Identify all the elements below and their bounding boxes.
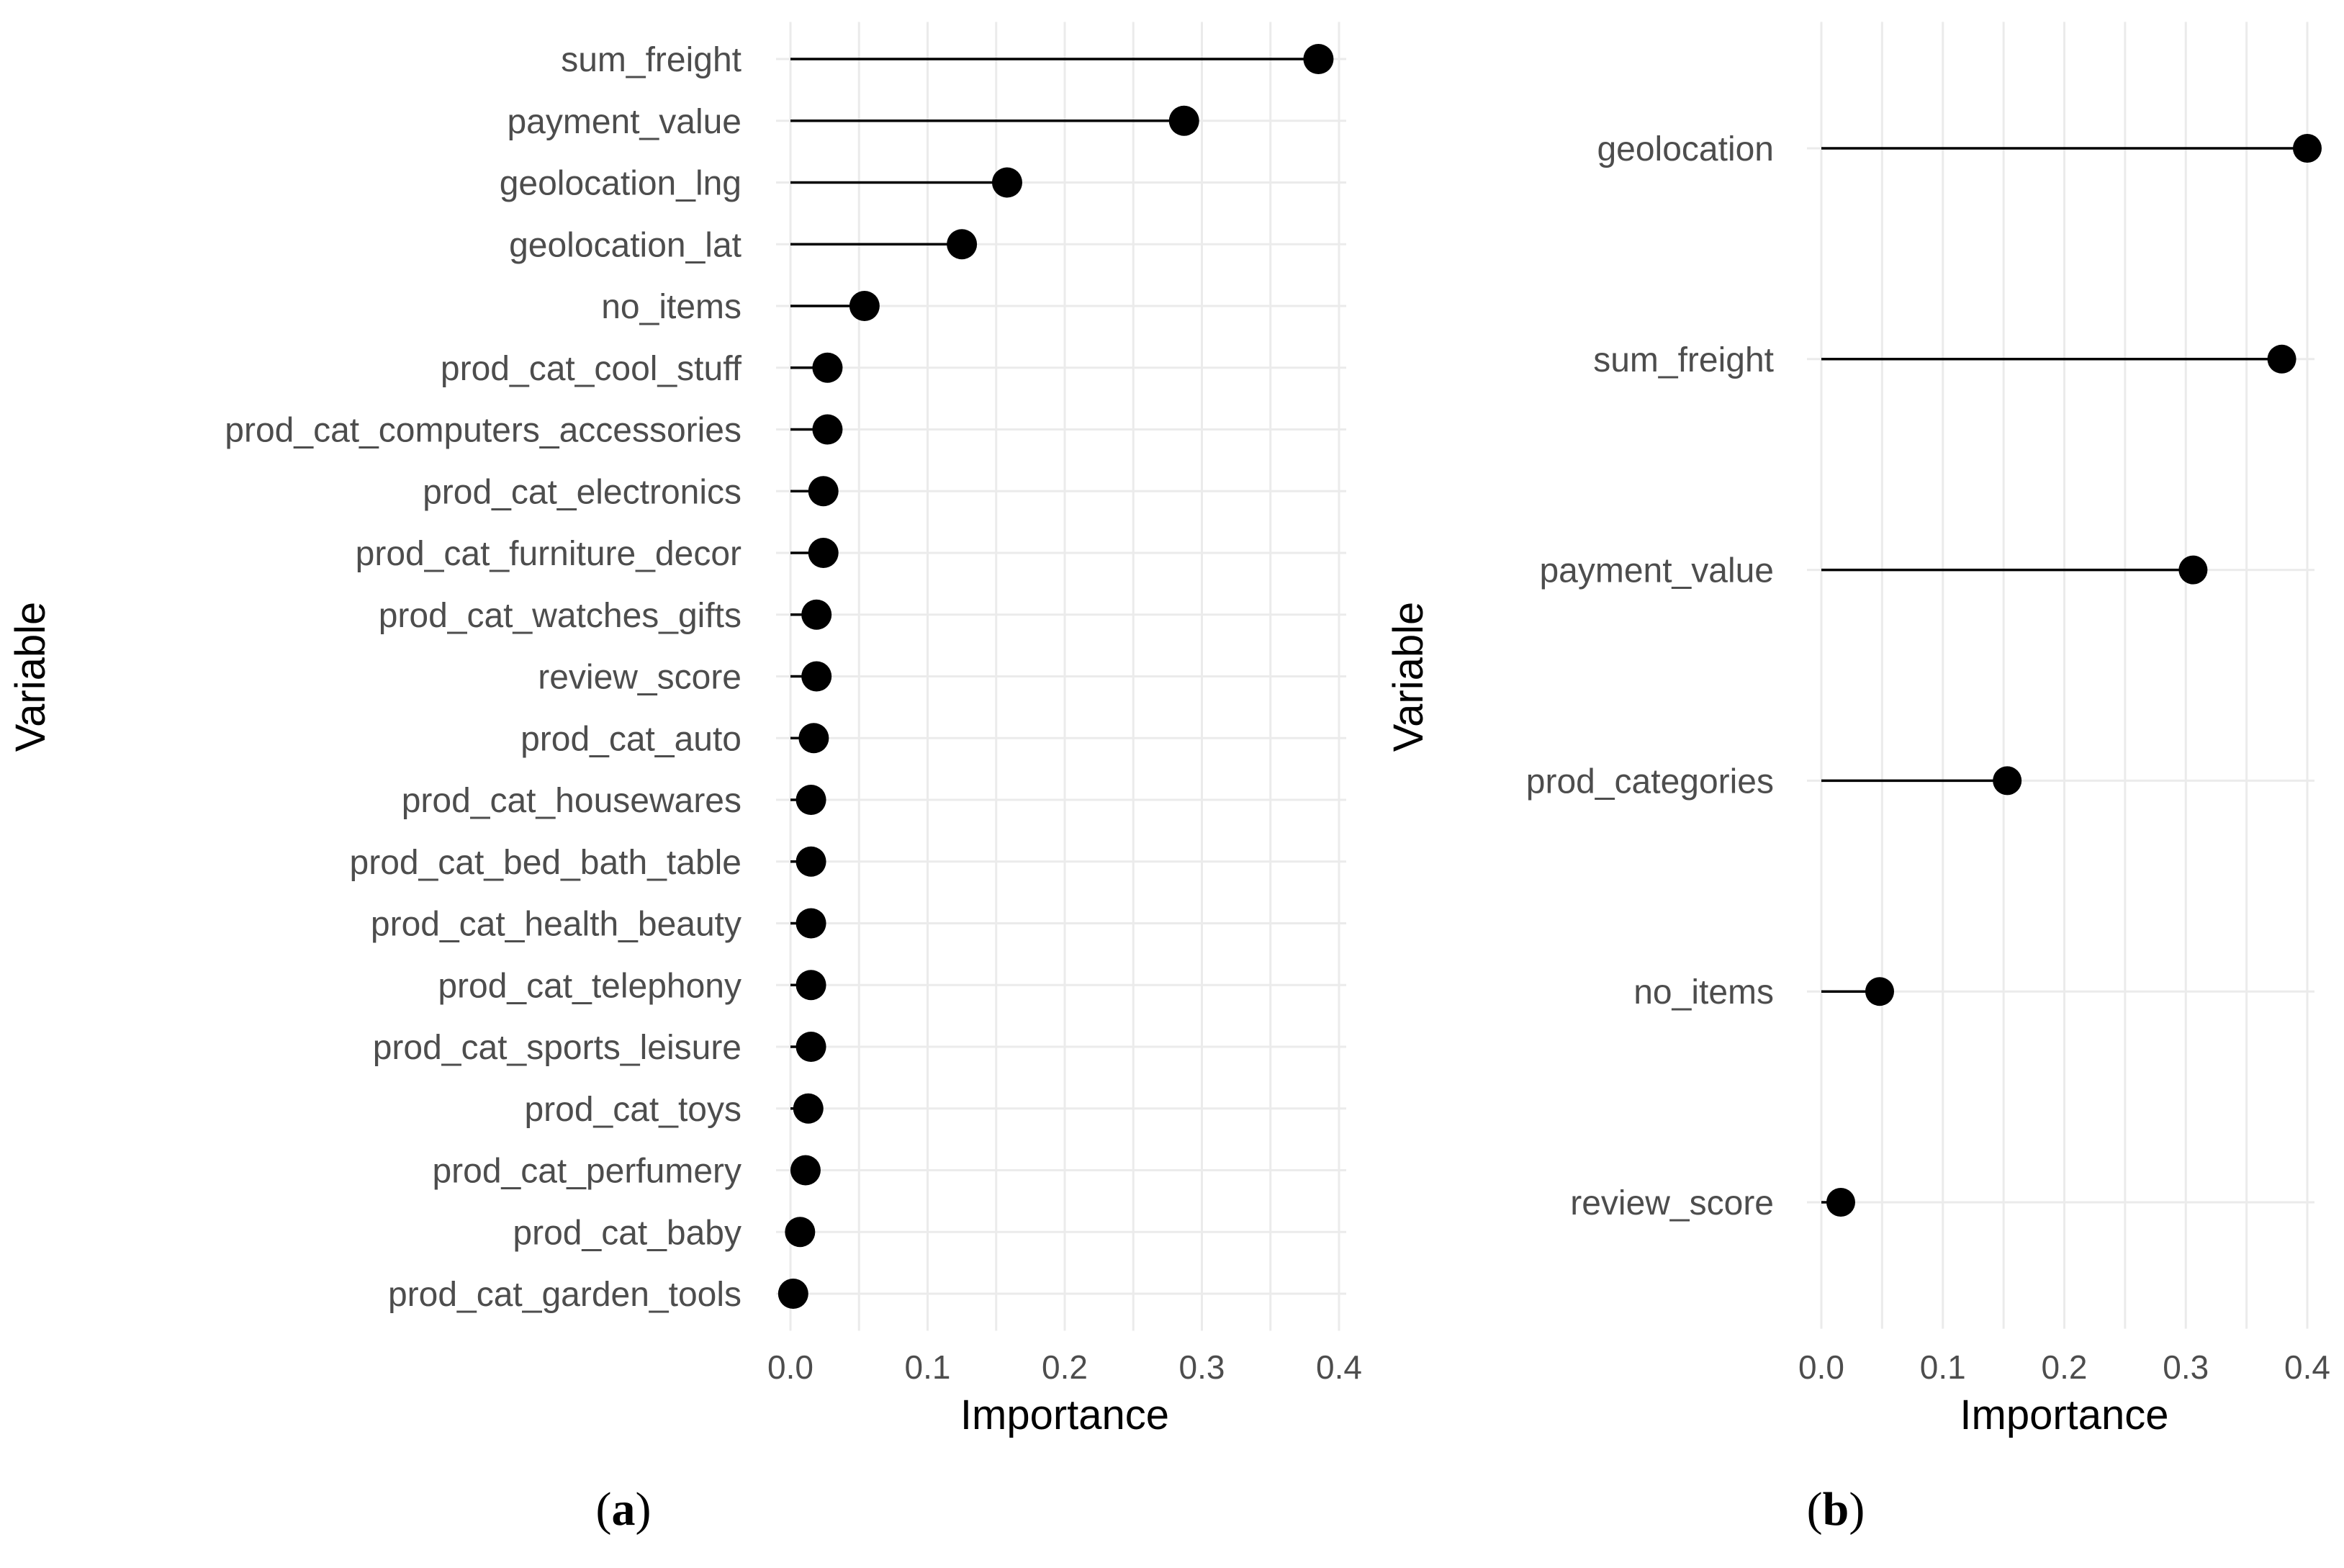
data-point [812, 414, 843, 445]
x-axis-title: Importance [1960, 1392, 2168, 1438]
data-point [795, 908, 826, 939]
y-tick-label: prod_cat_furniture_decor [356, 535, 741, 573]
y-tick-label: geolocation [1597, 130, 1774, 168]
y-tick-label: payment_value [1539, 552, 1774, 590]
data-point [808, 538, 839, 568]
data-point [795, 970, 826, 1001]
data-point [2293, 134, 2322, 163]
data-point [785, 1217, 816, 1248]
y-tick-label: prod_cat_bed_bath_table [350, 844, 741, 882]
y-tick-label: prod_cat_computers_accessories [225, 412, 741, 450]
data-point [793, 1093, 824, 1124]
panel-caption: (a) [596, 1483, 652, 1536]
y-tick-label: review_score [1570, 1184, 1774, 1222]
y-tick-label: prod_cat_watches_gifts [379, 597, 741, 635]
panel-caption: (b) [1807, 1483, 1865, 1536]
x-axis-title: Importance [960, 1392, 1169, 1438]
y-tick-label: sum_freight [1593, 341, 1774, 379]
y-tick-label: prod_categories [1526, 762, 1774, 801]
y-tick-label: geolocation_lng [500, 165, 741, 203]
data-point [1865, 977, 1894, 1006]
x-tick-label: 0.3 [1179, 1348, 1225, 1386]
y-axis-title: Variable [1385, 602, 1432, 752]
panel-b: geolocation sum_freight payment_value prod_… [1385, 22, 2330, 1536]
y-tick-label: review_score [538, 659, 741, 697]
data-point [801, 661, 832, 692]
y-tick-label: no_items [1633, 973, 1774, 1011]
data-point [991, 167, 1022, 198]
y-tick-label: prod_cat_housewares [402, 782, 741, 820]
data-point [1168, 105, 1199, 136]
panel-a: sum_freight payment_value geolocation_lngg… [7, 22, 1362, 1536]
y-tick-label: prod_cat_baby [513, 1214, 741, 1252]
x-tick-label: 0.4 [2284, 1348, 2330, 1386]
data-point [777, 1279, 808, 1309]
x-tick-label: 0.1 [1920, 1348, 1966, 1386]
y-tick-label: sum_freight [561, 41, 741, 79]
data-point [790, 1155, 821, 1186]
data-point [795, 785, 826, 815]
y-tick-label: geolocation_lat [509, 226, 741, 264]
data-point [812, 352, 843, 383]
y-tick-label: prod_cat_telephony [438, 967, 741, 1005]
y-tick-label: no_items [601, 288, 741, 326]
data-point [795, 846, 826, 877]
y-tick-label: prod_cat_perfumery [432, 1153, 741, 1191]
data-point [947, 229, 978, 260]
y-tick-label: prod_cat_toys [524, 1091, 741, 1129]
data-point [849, 291, 880, 321]
x-tick-label: 0.4 [1316, 1348, 1362, 1386]
x-tick-label: 0.2 [1042, 1348, 1088, 1386]
y-tick-label: prod_cat_cool_stuff [441, 350, 742, 388]
data-point [2267, 344, 2296, 374]
data-point [801, 599, 832, 630]
y-tick-label: prod_cat_health_beauty [371, 906, 741, 944]
x-tick-label: 0.0 [1798, 1348, 1844, 1386]
y-tick-label: prod_cat_auto [520, 720, 741, 758]
x-tick-label: 0.0 [767, 1348, 813, 1386]
y-tick-label: prod_cat_garden_tools [388, 1276, 741, 1314]
y-tick-label: prod_cat_electronics [423, 473, 741, 511]
data-point [2178, 555, 2208, 585]
y-tick-label: prod_cat_sports_leisure [373, 1029, 741, 1067]
data-point [798, 723, 829, 754]
x-tick-label: 0.3 [2163, 1348, 2209, 1386]
data-point [795, 1032, 826, 1062]
x-tick-label: 0.2 [2042, 1348, 2088, 1386]
y-axis-title: Variable [7, 602, 54, 752]
y-tick-label: payment_value [507, 103, 741, 141]
data-point [1993, 766, 2022, 796]
data-point [808, 476, 839, 507]
data-point [1826, 1188, 1855, 1217]
x-tick-label: 0.1 [905, 1348, 951, 1386]
data-point [1303, 44, 1334, 74]
